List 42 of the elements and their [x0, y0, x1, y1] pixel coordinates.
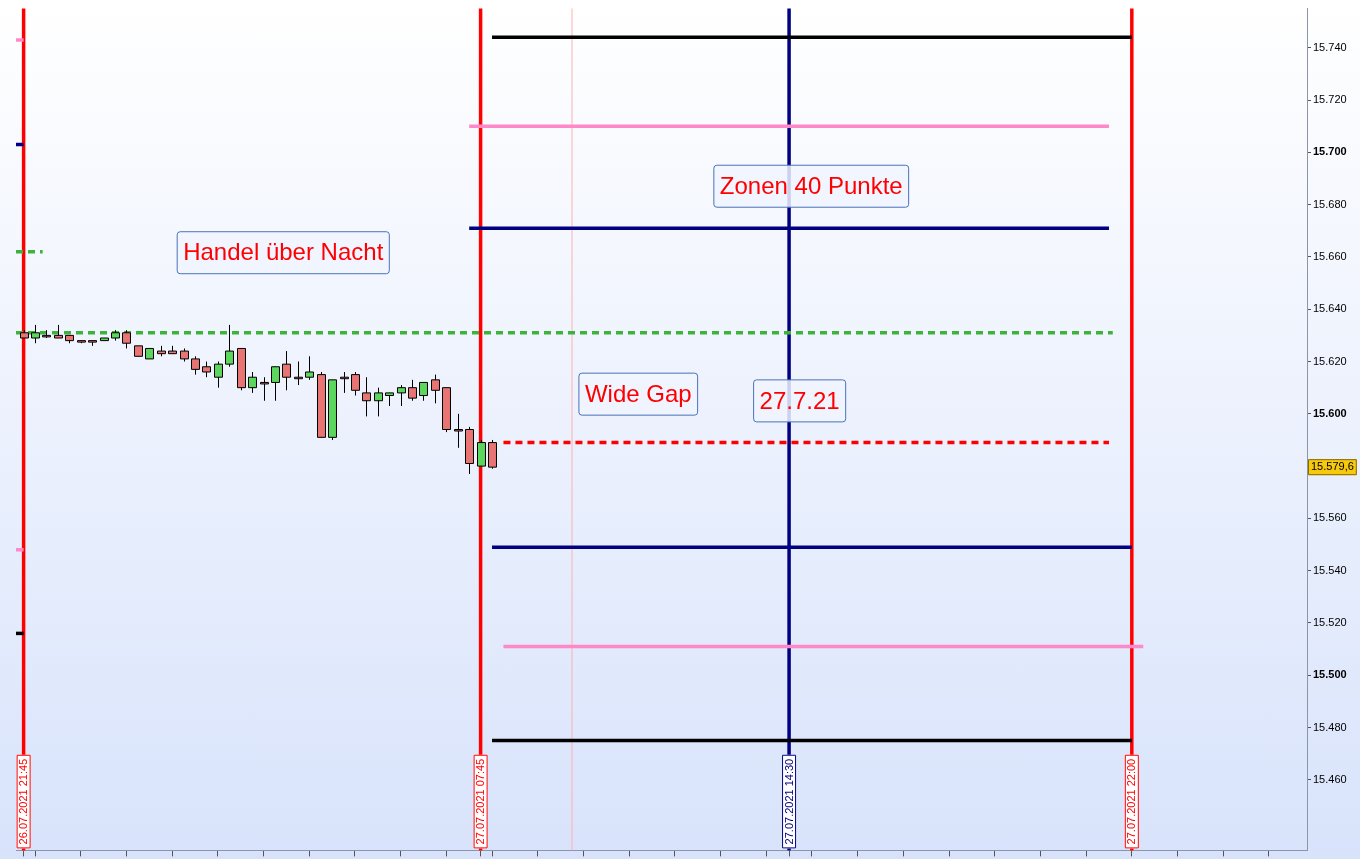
y-tick-label: 15.600 [1313, 406, 1347, 419]
candlestick [271, 366, 280, 402]
y-tick-label: 15.640 [1313, 302, 1347, 315]
candlestick [122, 329, 131, 349]
y-tick-label: 15.700 [1313, 145, 1347, 158]
candlestick [260, 376, 269, 402]
candlestick [454, 413, 463, 449]
candlestick [225, 324, 234, 368]
y-tick-label: 15.560 [1313, 511, 1347, 524]
x-tick-label: 27.07.2021 07:45 [474, 758, 487, 845]
annotation: 27.7.21 [759, 386, 840, 414]
candlestick [419, 381, 428, 402]
y-tick-label: 15.660 [1313, 249, 1347, 262]
x-tick-label: 26.07.2021 21:45 [17, 758, 30, 845]
candlestick [305, 355, 314, 381]
text: 15.579,6 [1311, 460, 1354, 473]
annotation: Wide Gap [584, 379, 692, 407]
candlestick [477, 439, 486, 467]
y-tick-label: 15.500 [1313, 668, 1347, 681]
candlestick [351, 371, 360, 397]
candlestick [362, 376, 371, 417]
annotation: Handel über Nacht [183, 238, 384, 266]
y-tick-label: 15.720 [1313, 93, 1347, 106]
candlestick [431, 374, 440, 404]
y-tick-label: 15.520 [1313, 615, 1347, 628]
y-tick-label: 15.740 [1313, 40, 1347, 53]
x-tick-label: 27.07.2021 14:30 [782, 758, 795, 845]
candlestick [248, 371, 257, 394]
y-tick-label: 15.680 [1313, 197, 1347, 210]
candlestick [408, 379, 417, 402]
y-tick-label: 15.460 [1313, 772, 1347, 785]
candlestick [214, 361, 223, 389]
x-tick-label: 27.07.2021 22:00 [1125, 758, 1138, 845]
candlestick [397, 384, 406, 407]
candlestick [191, 355, 200, 376]
candlestick [282, 350, 291, 391]
y-tick-label: 15.540 [1313, 563, 1347, 576]
annotation: Zonen 40 Punkte [719, 171, 903, 199]
candlestick [31, 324, 40, 344]
candlestick [374, 387, 383, 417]
y-tick-label: 15.620 [1313, 354, 1347, 367]
y-tick-label: 15.480 [1313, 720, 1347, 733]
